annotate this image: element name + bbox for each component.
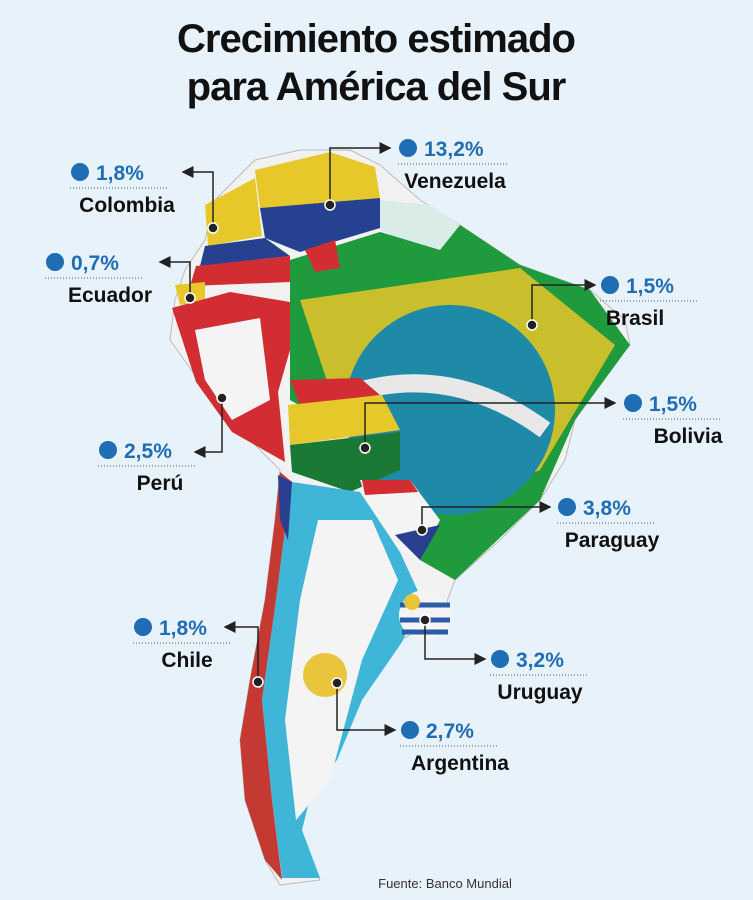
anchor-dot: [252, 676, 264, 688]
leader-line: [424, 620, 487, 665]
bullet: [99, 441, 117, 459]
bullet: [134, 618, 152, 636]
growth-value: 1,5%: [626, 275, 674, 298]
bullet: [601, 276, 619, 294]
bullet: [71, 163, 89, 181]
leader-line: [329, 142, 392, 205]
labels: 13,2% Venezuela 1,8% Colombia 0,7% Ecuador 1,5…: [45, 138, 723, 775]
leader-line: [181, 166, 214, 228]
country-name: Brasil: [606, 307, 664, 330]
anchor-dot: [526, 319, 538, 331]
leader-line: [531, 279, 597, 325]
anchor-dot: [419, 614, 431, 626]
country-name: Argentina: [411, 752, 509, 775]
bullet: [399, 139, 417, 157]
anchor-dot: [416, 524, 428, 536]
growth-value: 1,8%: [159, 617, 207, 640]
bullet: [624, 394, 642, 412]
growth-value: 1,5%: [649, 393, 697, 416]
anchor-dot: [331, 677, 343, 689]
bullet: [491, 650, 509, 668]
bullet: [558, 498, 576, 516]
country-name: Chile: [161, 649, 212, 672]
continent: [169, 149, 631, 886]
leader-line: [193, 398, 223, 458]
leader-line: [336, 683, 397, 736]
country-name: Paraguay: [565, 529, 660, 552]
title-line: para América del Sur: [187, 65, 566, 109]
bullet: [46, 253, 64, 271]
growth-value: 13,2%: [424, 138, 484, 161]
country-name: Ecuador: [68, 284, 152, 307]
anchor-dot: [359, 442, 371, 454]
leader-line: [158, 256, 191, 298]
source: Fuente: Banco Mundial: [378, 876, 512, 891]
growth-value: 0,7%: [71, 252, 119, 275]
bullet: [401, 721, 419, 739]
growth-value: 2,5%: [124, 440, 172, 463]
growth-value: 2,7%: [426, 720, 474, 743]
growth-value: 3,2%: [516, 649, 564, 672]
title-line: Crecimiento estimado: [177, 17, 575, 61]
anchor-dot: [207, 222, 219, 234]
country-name: Colombia: [79, 194, 175, 217]
country-name: Bolivia: [654, 425, 723, 448]
country-name: Uruguay: [497, 681, 583, 704]
growth-value: 3,8%: [583, 497, 631, 520]
anchor-dot: [324, 199, 336, 211]
leader-line: [421, 501, 552, 530]
anchor-dot: [184, 292, 196, 304]
leader-line: [223, 621, 259, 682]
growth-value: 1,8%: [96, 162, 144, 185]
leader-line: [364, 397, 617, 448]
country-name: Venezuela: [404, 170, 506, 193]
country-name: Perú: [137, 472, 184, 495]
anchor-dot: [216, 392, 228, 404]
